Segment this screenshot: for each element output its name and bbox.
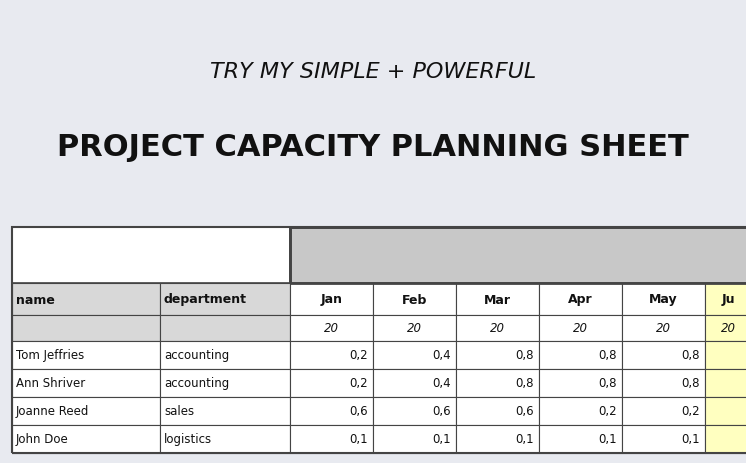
Text: 0,2: 0,2 <box>349 377 368 390</box>
Bar <box>290 283 373 315</box>
Bar <box>705 369 746 397</box>
Text: 20: 20 <box>573 322 588 335</box>
Text: department: department <box>164 293 247 306</box>
Bar <box>160 341 290 369</box>
Text: logistics: logistics <box>164 432 212 445</box>
Text: 0,1: 0,1 <box>349 432 368 445</box>
Bar <box>12 369 160 397</box>
Text: Mar: Mar <box>484 293 511 306</box>
Bar <box>622 397 705 425</box>
Bar <box>290 369 373 397</box>
Bar <box>456 369 539 397</box>
Text: 0,8: 0,8 <box>598 349 617 362</box>
Text: 0,1: 0,1 <box>515 432 534 445</box>
Text: 20: 20 <box>721 322 736 335</box>
Bar <box>705 341 746 369</box>
Text: name: name <box>16 293 55 306</box>
Text: 0,1: 0,1 <box>598 432 617 445</box>
Bar <box>456 315 539 341</box>
Text: 20: 20 <box>324 322 339 335</box>
Bar <box>622 369 705 397</box>
Text: 0,2: 0,2 <box>681 405 700 418</box>
Bar <box>456 425 539 453</box>
Text: TRY MY SIMPLE + POWERFUL: TRY MY SIMPLE + POWERFUL <box>210 62 536 82</box>
Bar <box>160 425 290 453</box>
Bar <box>290 425 373 453</box>
Text: 0,8: 0,8 <box>682 377 700 390</box>
Text: John Doe: John Doe <box>16 432 69 445</box>
Text: 0,1: 0,1 <box>433 432 451 445</box>
Bar <box>705 397 746 425</box>
Bar <box>290 397 373 425</box>
Text: 0,8: 0,8 <box>515 377 534 390</box>
Text: 0,2: 0,2 <box>598 405 617 418</box>
Text: 0,2: 0,2 <box>349 349 368 362</box>
Bar <box>705 283 746 315</box>
Bar <box>12 315 160 341</box>
Text: 0,1: 0,1 <box>681 432 700 445</box>
Bar <box>373 315 456 341</box>
Text: accounting: accounting <box>164 377 229 390</box>
Bar <box>373 283 456 315</box>
Text: Jan: Jan <box>321 293 342 306</box>
Bar <box>539 341 622 369</box>
Bar <box>705 315 746 341</box>
Text: Apr: Apr <box>568 293 593 306</box>
Bar <box>622 425 705 453</box>
Bar <box>12 227 746 453</box>
Bar <box>456 341 539 369</box>
Bar <box>622 315 705 341</box>
Text: 0,8: 0,8 <box>515 349 534 362</box>
Bar <box>373 397 456 425</box>
Text: 0,6: 0,6 <box>515 405 534 418</box>
Bar <box>456 397 539 425</box>
Text: 20: 20 <box>407 322 422 335</box>
Text: 0,6: 0,6 <box>349 405 368 418</box>
Bar <box>12 397 160 425</box>
Bar <box>705 425 746 453</box>
Bar <box>373 341 456 369</box>
Bar <box>160 369 290 397</box>
Text: 0,8: 0,8 <box>598 377 617 390</box>
Bar <box>290 227 746 283</box>
Bar <box>12 227 290 283</box>
Bar <box>290 341 373 369</box>
Bar <box>539 425 622 453</box>
Bar <box>160 315 290 341</box>
Text: May: May <box>649 293 678 306</box>
Text: Ann Shriver: Ann Shriver <box>16 377 85 390</box>
Text: 0,8: 0,8 <box>682 349 700 362</box>
Bar <box>290 315 373 341</box>
Text: 0,4: 0,4 <box>433 349 451 362</box>
Text: Ju: Ju <box>721 293 736 306</box>
Bar <box>539 369 622 397</box>
Text: Feb: Feb <box>402 293 427 306</box>
Bar <box>373 369 456 397</box>
Bar <box>290 227 746 283</box>
Bar <box>12 341 160 369</box>
Bar <box>160 283 290 315</box>
Bar <box>622 341 705 369</box>
Text: 20: 20 <box>490 322 505 335</box>
Text: sales: sales <box>164 405 194 418</box>
Text: PROJECT CAPACITY PLANNING SHEET: PROJECT CAPACITY PLANNING SHEET <box>57 133 689 162</box>
Text: accounting: accounting <box>164 349 229 362</box>
Text: 20: 20 <box>656 322 671 335</box>
Bar <box>12 425 160 453</box>
Bar <box>622 283 705 315</box>
Bar <box>539 315 622 341</box>
Bar <box>160 397 290 425</box>
Text: 0,4: 0,4 <box>433 377 451 390</box>
Bar <box>12 283 160 315</box>
Text: Joanne Reed: Joanne Reed <box>16 405 90 418</box>
Bar <box>373 425 456 453</box>
Bar <box>539 397 622 425</box>
Bar <box>456 283 539 315</box>
Text: Tom Jeffries: Tom Jeffries <box>16 349 84 362</box>
Text: 0,6: 0,6 <box>433 405 451 418</box>
Bar <box>539 283 622 315</box>
